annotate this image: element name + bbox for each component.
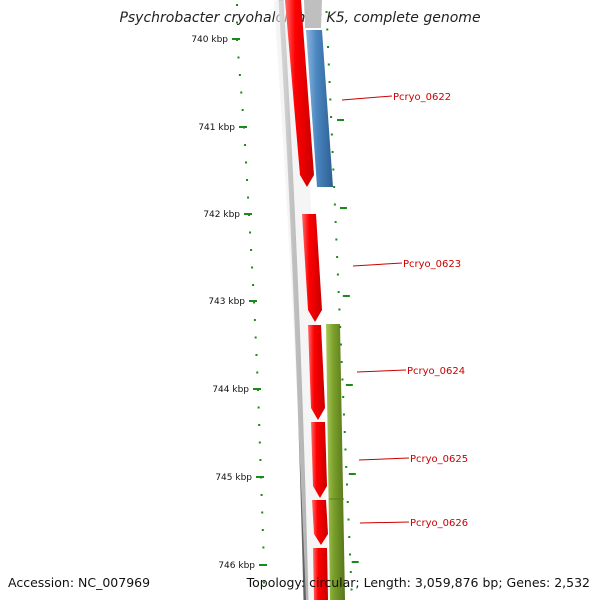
gene-label[interactable]: Pcryo_0624 [407,366,465,377]
cds-pcryo-0624[interactable] [308,325,325,420]
gene-label[interactable]: Pcryo_0623 [403,259,461,270]
gene-leader-line [359,521,410,524]
gene-leader-line [352,262,403,267]
cds-pcryo-0626[interactable] [312,500,328,545]
gene-leader-line [341,95,393,101]
tick-label: 746 kbp [218,561,255,571]
tick-label: 743 kbp [208,297,245,307]
tick-label: 741 kbp [198,123,235,133]
partial-feature[interactable] [304,0,322,28]
tick-label: 742 kbp [203,210,240,220]
tick-label: 744 kbp [212,385,249,395]
cds-pcryo-0622-outer[interactable] [306,30,333,187]
gene-label[interactable]: Pcryo_0625 [410,454,468,465]
topology-text: Topology: circular; Length: 3,059,876 bp… [246,575,590,590]
gene-leader-line [356,369,407,373]
gene-label[interactable]: Pcryo_0626 [410,518,468,529]
accession-text: Accession: NC_007969 [8,575,151,590]
cds-pcryo-0625[interactable] [311,422,327,498]
cds-pcryo-0623[interactable] [302,214,322,322]
cds-pcryo-0622[interactable] [285,0,314,187]
cds-pcryo-0624-outer[interactable] [326,324,345,600]
gene-leader-line [358,457,410,461]
tick-label: 745 kbp [215,473,252,483]
cds-next[interactable] [313,548,328,600]
gene-label[interactable]: Pcryo_0622 [393,92,451,103]
tick-label: 740 kbp [191,35,228,45]
